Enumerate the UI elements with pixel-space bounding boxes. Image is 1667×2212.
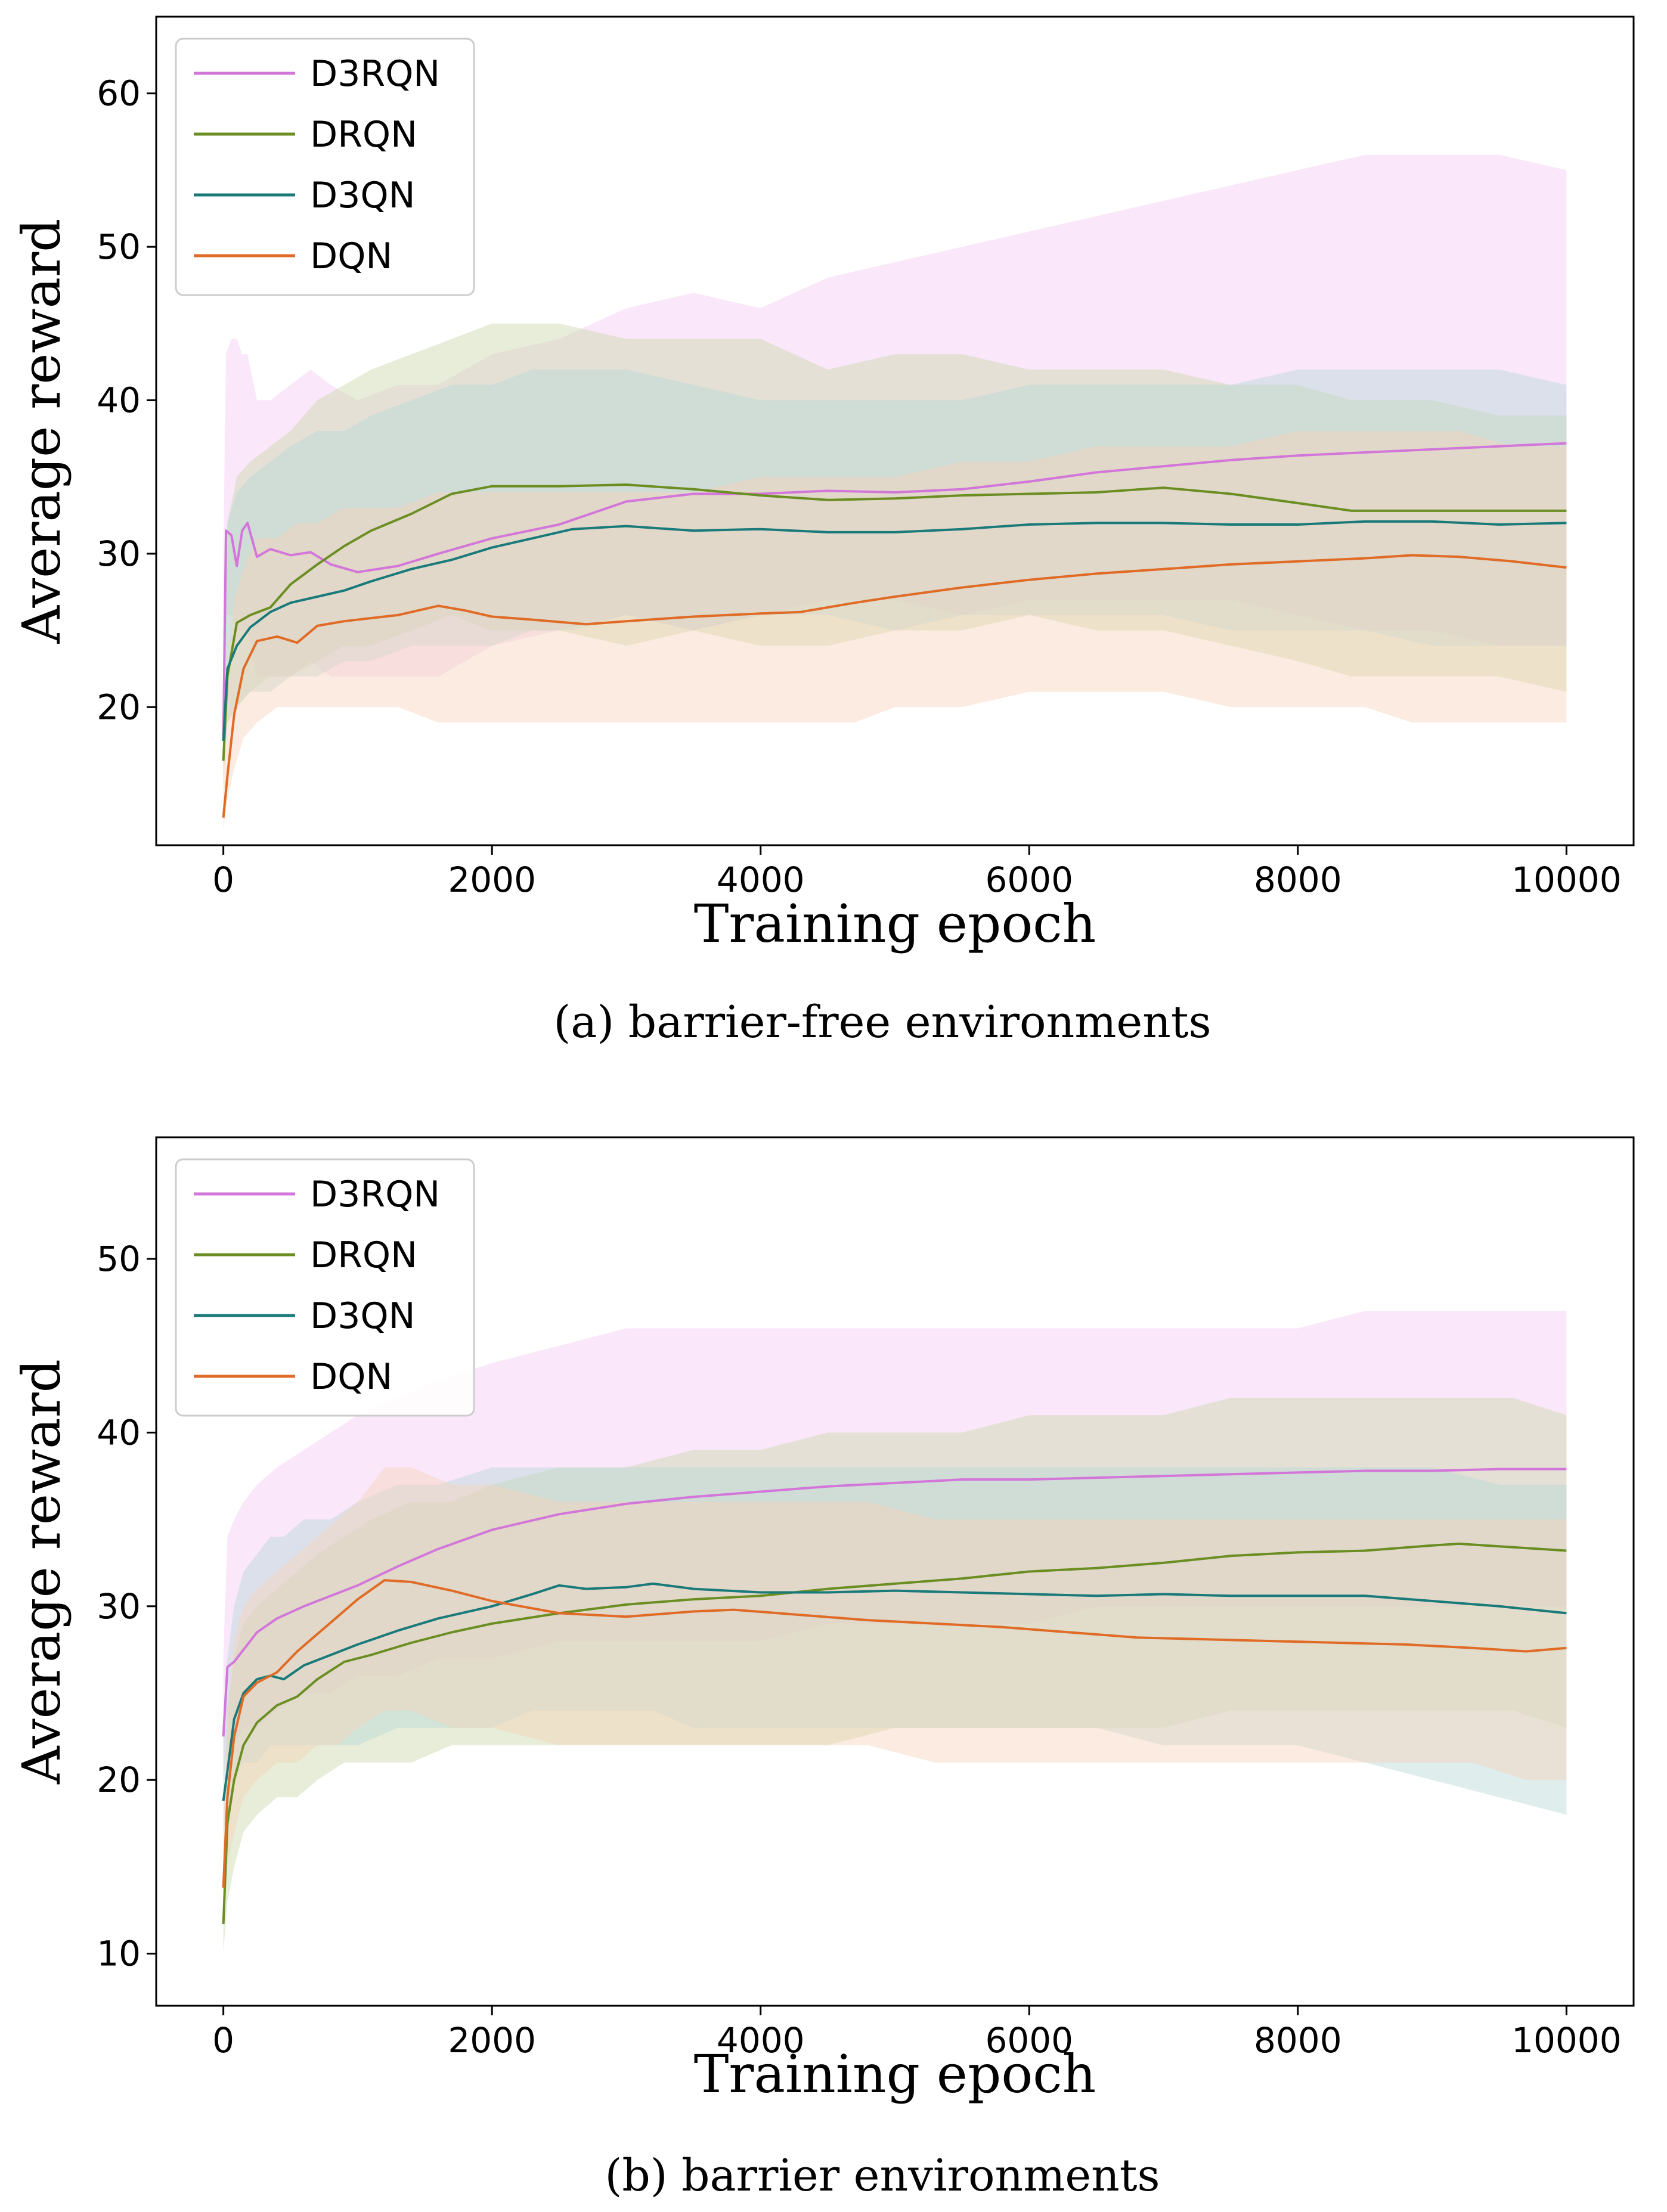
x-tick-label: 0 [212, 2020, 234, 2061]
series-line-dqn [222, 1579, 1567, 1888]
lines-a [222, 442, 1567, 818]
x-tick-label: 6000 [985, 2020, 1073, 2061]
series-line-d3qn [222, 1582, 1567, 1801]
series-line-dqn [222, 554, 1567, 818]
x-tick-label: 4000 [717, 2020, 805, 2061]
plot-frame [155, 15, 1635, 846]
legend-label-d3qn: D3QN [310, 175, 415, 216]
y-tick-label: 20 [97, 687, 141, 727]
band-d3rqn [223, 154, 1567, 753]
y-tick-label: 30 [97, 1586, 141, 1627]
y-tick-label: 40 [97, 1412, 141, 1453]
x-tick-label: 8000 [1254, 860, 1342, 900]
legend: D3RQN DRQN D3QN DQN [175, 1158, 475, 1417]
legend-box [175, 38, 475, 296]
x-tick-label: 8000 [1254, 2020, 1342, 2061]
y-tick-label: 10 [97, 1934, 141, 1974]
bands-b [223, 1311, 1567, 1954]
band-d3qn [223, 1467, 1567, 1832]
series-line-d3qn [222, 520, 1567, 742]
bands-a [223, 154, 1567, 830]
y-tick-label: 20 [97, 1760, 141, 1800]
band-dqn [223, 1467, 1567, 1919]
figure-caption: (b) barrier environments [605, 2150, 1160, 2201]
x-tick-label: 10000 [1511, 860, 1622, 900]
figure-caption: (a) barrier-free environments [553, 997, 1211, 1048]
series-line-drqn [222, 483, 1567, 761]
band-drqn [223, 1398, 1567, 1954]
y-axis-label: Average reward [11, 1359, 72, 1785]
series-line-d3rqn [222, 1468, 1567, 1737]
y-tick-label: 30 [97, 533, 141, 574]
x-axis-label: Training epoch [694, 2043, 1096, 2105]
x-axis-label: Training epoch [694, 893, 1096, 954]
series-line-drqn [222, 1542, 1567, 1925]
x-tick-label: 0 [212, 860, 234, 900]
y-tick-label: 50 [97, 227, 141, 267]
y-tick-label: 50 [97, 1239, 141, 1279]
lines-b [222, 1468, 1567, 1925]
y-axis-label: Average reward [11, 218, 72, 644]
legend-label-drqn: DRQN [310, 1234, 417, 1276]
legend-label-dqn: DQN [310, 1356, 392, 1398]
legend-label-d3rqn: D3RQN [310, 53, 440, 95]
legend-label-drqn: DRQN [310, 114, 417, 156]
chart-a-svg: 0 2000 4000 6000 8000 10000 20 30 40 50 60 Training… [11, 15, 1635, 1048]
x-tick-label: 2000 [448, 2020, 536, 2061]
legend-box [175, 1158, 475, 1417]
band-d3rqn [223, 1311, 1567, 1780]
chart-b-svg: 0 2000 4000 6000 8000 10000 10 20 30 40 50 Training… [11, 1136, 1635, 2201]
y-tick-label: 40 [97, 380, 141, 421]
x-tick-label: 10000 [1511, 2020, 1622, 2061]
x-tick-label: 2000 [448, 860, 536, 900]
figure-b: 0 2000 4000 6000 8000 10000 10 20 30 40 50 Training… [0, 1121, 1667, 2212]
y-tick-label: 60 [97, 73, 141, 114]
legend-label-d3rqn: D3RQN [310, 1174, 440, 1215]
figure-a: 0 2000 4000 6000 8000 10000 20 30 40 50 60 Training… [11, 15, 1635, 1048]
legend-label-dqn: DQN [310, 235, 392, 277]
plot-frame [155, 1136, 1635, 2007]
legend-label-d3qn: D3QN [310, 1295, 415, 1337]
legend: D3RQN DRQN D3QN DQN [175, 38, 475, 296]
band-d3qn [223, 370, 1567, 769]
x-tick-label: 6000 [985, 860, 1073, 900]
band-drqn [223, 323, 1567, 784]
band-dqn [223, 431, 1567, 830]
series-line-d3rqn [222, 442, 1567, 738]
x-tick-label: 4000 [717, 860, 805, 900]
